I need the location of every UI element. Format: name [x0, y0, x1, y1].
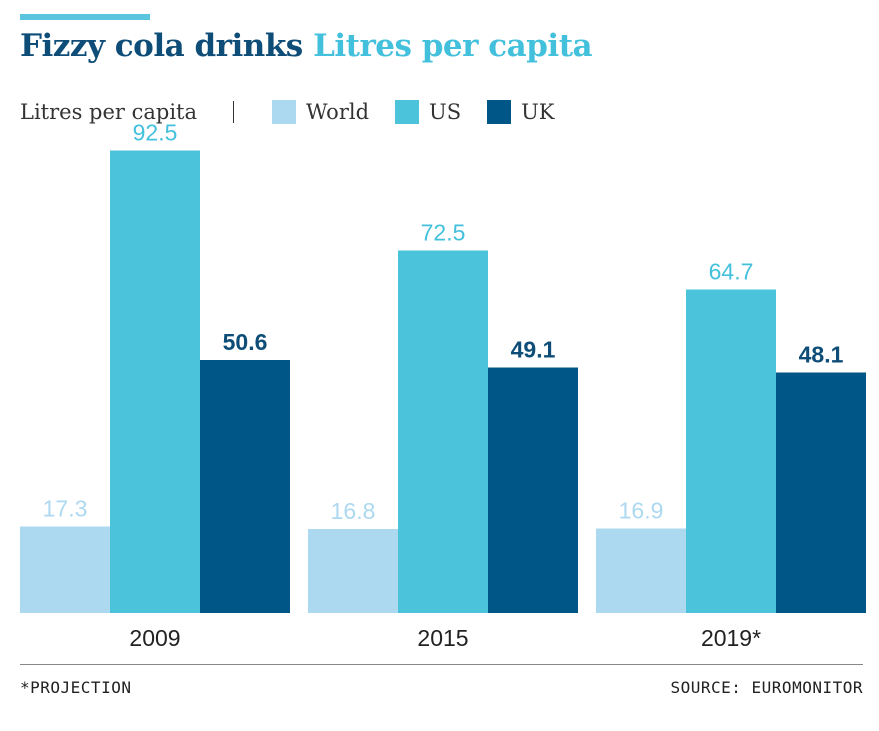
data-label-world-2019: 16.9	[619, 498, 664, 524]
bar-world-2009	[20, 526, 110, 613]
chart-title-main: Fizzy cola drinks	[20, 28, 303, 64]
bar-us-2009	[110, 150, 200, 613]
bar-us-2015	[398, 250, 488, 613]
legend-item-uk: UK	[487, 100, 555, 124]
bar-uk-2019	[776, 372, 866, 613]
legend-separator	[233, 101, 235, 123]
footnote: *PROJECTION	[20, 678, 132, 697]
y-axis-unit-label: Litres per capita	[20, 100, 198, 124]
data-label-us-2009: 92.5	[133, 120, 178, 146]
legend-label-uk: UK	[521, 100, 555, 124]
legend-item-world: World	[272, 100, 369, 124]
data-label-world-2015: 16.8	[331, 498, 376, 524]
source-credit: SOURCE: EUROMONITOR	[670, 678, 863, 697]
bar-world-2015	[308, 529, 398, 613]
x-tick-label-2015: 2015	[417, 625, 468, 651]
legend-swatch-world	[272, 100, 297, 124]
accent-bar	[20, 14, 150, 20]
data-label-uk-2009: 50.6	[223, 329, 268, 355]
data-label-world-2009: 17.3	[43, 496, 88, 522]
legend-label-world: World	[306, 100, 370, 124]
bar-us-2019	[686, 289, 776, 613]
footer-divider	[20, 664, 863, 665]
legend: Litres per capita World US UK	[20, 96, 581, 128]
data-label-uk-2019: 48.1	[799, 342, 844, 368]
bar-world-2019	[596, 528, 686, 613]
data-label-us-2015: 72.5	[421, 220, 466, 246]
bar-uk-2009	[200, 360, 290, 613]
chart-title: Fizzy cola drinks Litres per capita	[20, 28, 593, 64]
data-label-us-2019: 64.7	[709, 259, 754, 285]
bar-uk-2015	[488, 367, 578, 613]
data-label-uk-2015: 49.1	[511, 337, 556, 363]
legend-swatch-uk	[487, 100, 512, 124]
x-tick-label-2009: 2009	[129, 625, 180, 651]
legend-item-us: US	[395, 100, 461, 124]
x-tick-label-2019: 2019*	[701, 625, 761, 651]
legend-swatch-us	[395, 100, 420, 124]
chart-title-sub: Litres per capita	[313, 28, 593, 64]
legend-label-us: US	[429, 100, 462, 124]
